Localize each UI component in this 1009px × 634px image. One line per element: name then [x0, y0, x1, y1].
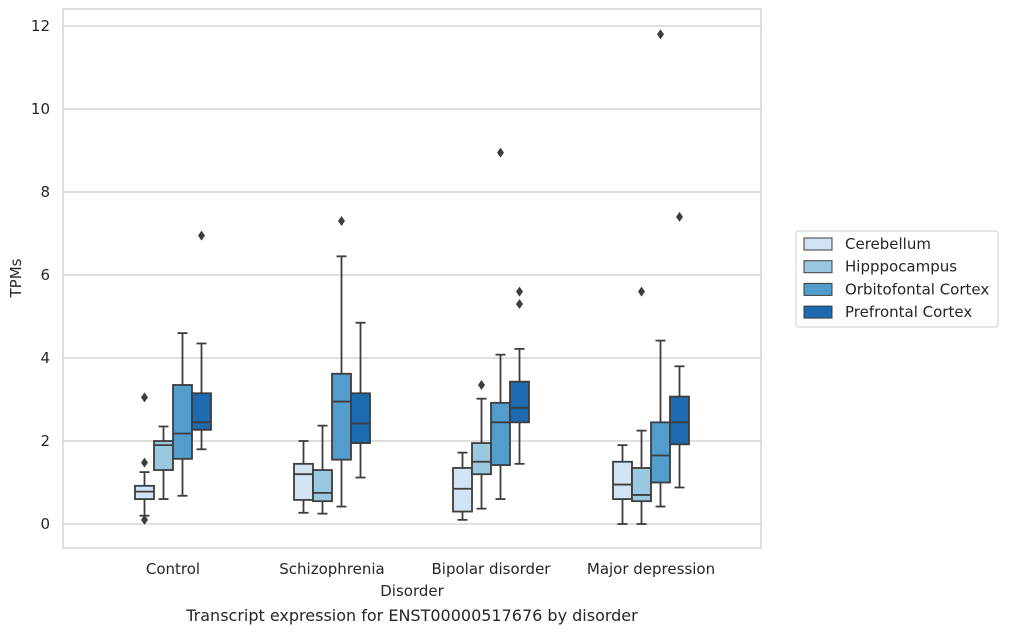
- outlier-point: [516, 286, 523, 297]
- legend-label: Hipppocampus: [845, 258, 957, 276]
- series-cerebellum: [134, 392, 633, 525]
- box: [452, 451, 473, 521]
- outlier-point: [638, 286, 645, 297]
- box: [134, 392, 155, 525]
- box-body: [191, 392, 212, 431]
- legend-frame: [795, 230, 999, 328]
- outlier-point: [198, 230, 205, 241]
- y-axis-label: TPMs: [7, 258, 25, 298]
- box: [350, 321, 371, 479]
- legend-swatch: [803, 237, 833, 251]
- box: [312, 424, 333, 515]
- x-tick-label: Schizophrenia: [279, 560, 384, 578]
- box-body: [650, 421, 671, 484]
- box-body: [471, 442, 492, 476]
- legend-label: Orbitofontal Cortex: [845, 280, 989, 298]
- box: [471, 379, 492, 510]
- x-axis-label: Disorder: [380, 582, 444, 600]
- outlier-point: [141, 514, 148, 525]
- outlier-point: [516, 299, 523, 310]
- box-body: [669, 395, 690, 446]
- box-series: [134, 29, 690, 525]
- box-body: [452, 467, 473, 513]
- outlier-point: [497, 147, 504, 158]
- x-tick-label: Bipolar disorder: [432, 560, 552, 578]
- y-tick-label: 10: [31, 100, 50, 118]
- outlier-point: [141, 392, 148, 403]
- y-tick-label: 8: [40, 183, 50, 201]
- legend-label: Prefrontal Cortex: [845, 303, 972, 321]
- box-body: [490, 401, 511, 466]
- box-body: [312, 469, 333, 503]
- x-tick-label: Control: [146, 560, 200, 578]
- series-hipppocampus: [153, 286, 652, 525]
- box: [612, 444, 633, 525]
- box: [631, 286, 652, 525]
- y-tick-label: 4: [40, 349, 50, 367]
- box-body: [172, 384, 193, 460]
- box-body: [293, 462, 314, 501]
- box-body: [631, 467, 652, 503]
- x-tick-label: Major depression: [587, 560, 715, 578]
- outlier-point: [478, 379, 485, 390]
- legend: Cerebellum Hipppocampus Orbitofontal Corte…: [795, 230, 999, 328]
- legend-swatch: [803, 305, 833, 319]
- box: [509, 286, 530, 465]
- plot-area-frame: [62, 8, 762, 549]
- box: [650, 29, 671, 508]
- box-body: [350, 392, 371, 444]
- y-tick-label: 0: [40, 515, 50, 533]
- figure-caption: Transcript expression for ENST0000051767…: [186, 606, 638, 625]
- box-body: [331, 372, 352, 461]
- outlier-point: [657, 29, 664, 40]
- y-tick-label: 12: [31, 17, 50, 35]
- box-body: [509, 380, 530, 424]
- outlier-point: [338, 216, 345, 227]
- y-axis-ticks: 0 2 4 6 8 10 12: [31, 17, 50, 533]
- series-orbitofontal-cortex: [172, 29, 671, 508]
- legend-swatch: [803, 260, 833, 274]
- y-tick-label: 2: [40, 432, 50, 450]
- legend-label: Cerebellum: [845, 235, 931, 253]
- legend-swatch: [803, 282, 833, 296]
- box-body: [612, 460, 633, 500]
- outlier-point: [141, 457, 148, 468]
- x-axis-ticks: Control Schizophrenia Bipolar disorder Majo…: [146, 560, 715, 578]
- box: [293, 440, 314, 514]
- y-tick-label: 6: [40, 266, 50, 284]
- box: [153, 425, 174, 501]
- series-prefrontal-cortex: [191, 211, 690, 489]
- outlier-point: [676, 211, 683, 222]
- box: [331, 216, 352, 508]
- box: [669, 211, 690, 489]
- box: [191, 230, 212, 451]
- box: [490, 147, 511, 501]
